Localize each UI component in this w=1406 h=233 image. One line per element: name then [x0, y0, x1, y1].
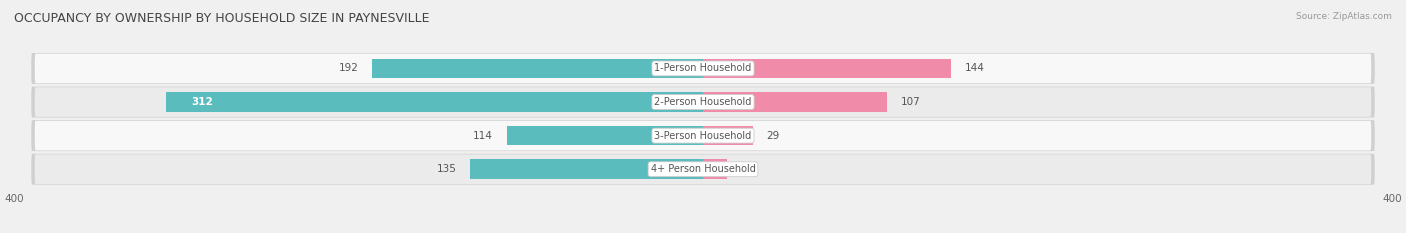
Text: 107: 107 [901, 97, 921, 107]
Bar [373, 59, 703, 78]
Bar [506, 126, 703, 145]
Text: OCCUPANCY BY OWNERSHIP BY HOUSEHOLD SIZE IN PAYNESVILLE: OCCUPANCY BY OWNERSHIP BY HOUSEHOLD SIZE… [14, 12, 430, 25]
FancyBboxPatch shape [35, 154, 1371, 184]
Text: 114: 114 [472, 131, 494, 141]
Text: 4+ Person Household: 4+ Person Household [651, 164, 755, 174]
Text: 14: 14 [741, 164, 754, 174]
FancyBboxPatch shape [35, 87, 1371, 117]
Bar [703, 92, 887, 112]
Bar [166, 92, 703, 112]
FancyBboxPatch shape [35, 121, 1371, 151]
Text: 3-Person Household: 3-Person Household [654, 131, 752, 141]
Text: 192: 192 [339, 63, 359, 73]
Text: 312: 312 [191, 97, 214, 107]
Text: 29: 29 [766, 131, 780, 141]
Text: 135: 135 [437, 164, 457, 174]
Bar [703, 126, 754, 145]
FancyBboxPatch shape [31, 53, 1375, 84]
Text: 1-Person Household: 1-Person Household [654, 63, 752, 73]
FancyBboxPatch shape [35, 54, 1371, 83]
Bar [471, 159, 703, 179]
FancyBboxPatch shape [31, 120, 1375, 151]
Text: 144: 144 [965, 63, 984, 73]
Text: Source: ZipAtlas.com: Source: ZipAtlas.com [1296, 12, 1392, 21]
Bar [703, 59, 950, 78]
Text: 2-Person Household: 2-Person Household [654, 97, 752, 107]
FancyBboxPatch shape [31, 87, 1375, 117]
FancyBboxPatch shape [31, 154, 1375, 185]
Bar [703, 159, 727, 179]
